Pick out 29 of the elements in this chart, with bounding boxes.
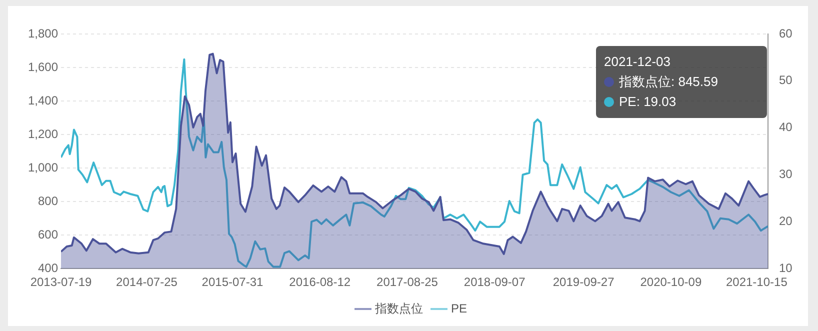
legend-label: 指数点位 — [374, 301, 423, 316]
y-tick-label: 1,800 — [28, 26, 58, 40]
y2-tick-label: 20 — [779, 214, 793, 228]
legend-label: PE — [450, 301, 468, 316]
x-tick-label: 2014-07-25 — [116, 275, 178, 290]
x-tick-label: 2018-09-07 — [464, 275, 526, 290]
y2-tick-label: 30 — [779, 167, 793, 182]
x-tick-label: 2020-10-09 — [640, 275, 702, 290]
tooltip: 2021-12-03 指数点位: 845.59 PE: 19.03 — [596, 46, 767, 118]
y2-tick-label: 10 — [779, 260, 793, 275]
annotation: 指数点位: 845.59 — [619, 74, 718, 89]
y2-tick-label: 40 — [779, 120, 793, 134]
y2-tick-label: 60 — [779, 26, 793, 40]
x-tick-label: 2015-07-31 — [202, 275, 264, 290]
annotation: 2021-12-03 — [604, 54, 670, 69]
y-tick-label: 400 — [38, 260, 58, 275]
y-tick-label: 800 — [38, 194, 58, 208]
x-tick-label: 2019-09-27 — [552, 275, 615, 290]
x-tick-label: 2021-10-15 — [726, 275, 788, 290]
x-tick-label: 2017-08-25 — [376, 275, 438, 290]
x-tick-label: 2016-08-12 — [289, 275, 351, 290]
y-tick-label: 1,400 — [28, 93, 58, 108]
y-tick-label: 1,200 — [28, 126, 58, 141]
annotation: PE: 19.03 — [619, 94, 676, 109]
y-tick-label: 600 — [38, 227, 58, 242]
y-tick-label: 1,600 — [28, 60, 58, 74]
y2-tick-label: 50 — [779, 73, 793, 88]
x-tick-label: 2013-07-19 — [30, 275, 92, 290]
y-tick-label: 1,000 — [28, 160, 58, 174]
